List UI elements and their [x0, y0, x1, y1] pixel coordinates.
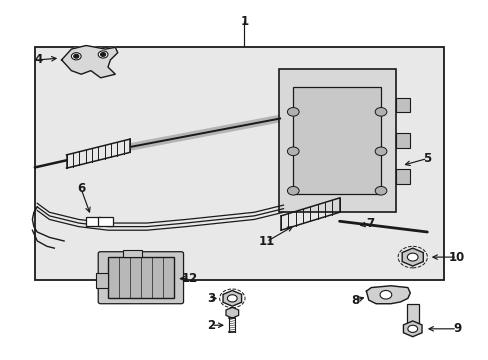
Bar	[96, 273, 108, 288]
Circle shape	[374, 108, 386, 116]
Text: 2: 2	[207, 319, 215, 332]
Circle shape	[227, 295, 237, 302]
Text: 1: 1	[240, 15, 248, 28]
Circle shape	[379, 291, 391, 299]
Polygon shape	[61, 45, 118, 78]
FancyBboxPatch shape	[98, 252, 183, 304]
Bar	[86, 217, 101, 226]
Text: 9: 9	[452, 322, 460, 335]
Circle shape	[374, 186, 386, 195]
Text: 3: 3	[207, 292, 215, 305]
Bar	[35, 47, 444, 280]
Circle shape	[407, 325, 417, 332]
Bar	[293, 87, 380, 194]
Text: 12: 12	[182, 272, 198, 285]
Circle shape	[287, 108, 299, 116]
Circle shape	[74, 54, 79, 58]
Bar	[98, 217, 113, 226]
Bar	[406, 304, 418, 323]
Text: 5: 5	[422, 152, 430, 165]
Bar	[395, 98, 409, 112]
Bar	[395, 134, 409, 148]
Bar	[278, 69, 395, 212]
Circle shape	[71, 53, 81, 60]
Text: 4: 4	[34, 53, 42, 66]
Text: 6: 6	[77, 183, 85, 195]
Circle shape	[101, 53, 105, 56]
Bar	[122, 250, 142, 257]
Text: 7: 7	[366, 217, 374, 230]
Text: 10: 10	[448, 251, 464, 264]
Bar	[108, 257, 173, 298]
Bar	[395, 169, 409, 184]
Circle shape	[374, 147, 386, 156]
Polygon shape	[366, 286, 409, 304]
Circle shape	[287, 147, 299, 156]
Circle shape	[287, 186, 299, 195]
Text: 11: 11	[258, 235, 274, 248]
Circle shape	[407, 253, 417, 261]
Text: 8: 8	[351, 294, 359, 307]
Circle shape	[98, 51, 108, 58]
